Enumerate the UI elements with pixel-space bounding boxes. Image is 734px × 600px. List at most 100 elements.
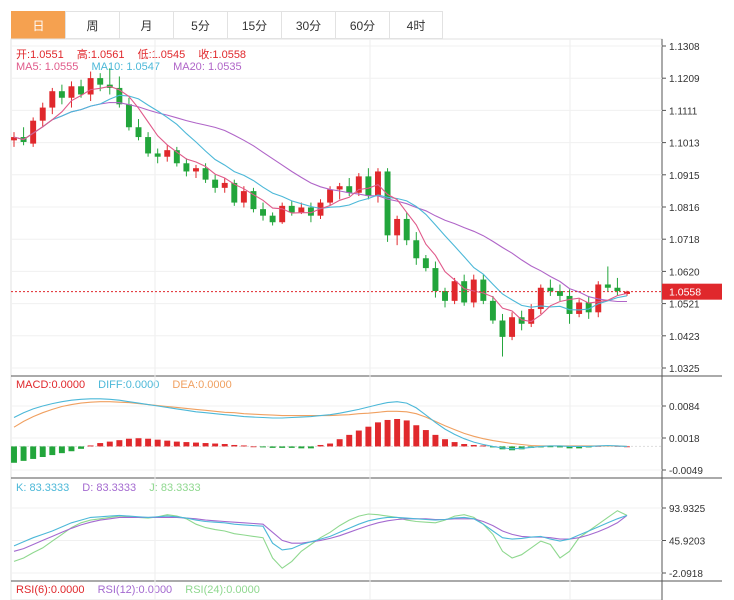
tab-5[interactable]: 30分: [281, 11, 335, 39]
candle: [576, 299, 583, 318]
tab-6[interactable]: 60分: [335, 11, 389, 39]
open-value: 1.0551: [30, 49, 64, 61]
candle: [556, 284, 563, 301]
ma10-label: MA10: [91, 61, 121, 73]
candle: [145, 132, 152, 157]
k-value: 83.3333: [29, 482, 70, 494]
candle: [413, 232, 420, 265]
candle-body: [394, 218, 401, 236]
d-line: [13, 514, 628, 552]
candle: [279, 202, 286, 224]
tab-7[interactable]: 4时: [389, 11, 443, 39]
tab-0[interactable]: 日: [11, 11, 65, 39]
ma5-line: [13, 85, 628, 323]
last-price-tag: [662, 283, 722, 300]
candle-body: [260, 209, 267, 216]
candle: [260, 202, 267, 221]
macd-bar: [231, 444, 238, 447]
low-label: 低: [137, 49, 149, 61]
candle: [164, 145, 171, 162]
macd-bar: [58, 446, 65, 454]
candle-body: [164, 150, 171, 157]
macd-bar: [279, 446, 286, 448]
macd-bar: [346, 434, 353, 447]
macd-bar: [202, 443, 209, 447]
tab-2[interactable]: 月: [119, 11, 173, 39]
candle: [614, 277, 621, 296]
macd-bar: [422, 430, 429, 447]
macd-bar: [566, 446, 573, 449]
price-tick-label: 1.1013: [669, 139, 700, 150]
candle: [499, 313, 506, 357]
candle-body: [480, 279, 487, 301]
candle-body: [97, 78, 104, 85]
macd-bar: [432, 434, 439, 447]
candle-body: [39, 107, 46, 121]
macd-bar: [78, 446, 85, 449]
candle: [461, 274, 468, 306]
diff-label: DIFF: [98, 379, 123, 391]
candle-body: [374, 171, 381, 197]
macd-tick-label: 0.0018: [669, 434, 700, 445]
candle-body: [183, 163, 190, 172]
candle-body: [30, 120, 37, 144]
price-tick-label: 1.0325: [669, 364, 700, 375]
macd-bar: [39, 446, 46, 458]
rsi12-label: RSI(12): [97, 584, 136, 596]
candle: [125, 97, 132, 131]
macd-bar: [576, 446, 583, 449]
candle-body: [451, 281, 458, 301]
tab-1[interactable]: 周: [65, 11, 119, 39]
macd-bar: [11, 446, 17, 463]
candle-body: [556, 291, 563, 296]
candle: [240, 186, 247, 208]
candle-body: [78, 86, 85, 95]
ohlc-info: 开:1.0551 高:1.0561 低:1.0545 收:1.0558: [16, 49, 247, 61]
macd-tick-label: -0.0049: [669, 466, 703, 477]
macd-bar: [442, 439, 448, 447]
candle: [480, 274, 487, 305]
rsi6-label: RSI(6): [16, 584, 48, 596]
candle: [173, 146, 180, 167]
candle: [566, 289, 573, 324]
candle: [604, 266, 611, 292]
candle-body: [11, 137, 17, 141]
dea-value: 0.0000: [198, 379, 232, 391]
candle: [183, 158, 190, 177]
kdj-tick-label: -2.0918: [669, 569, 703, 580]
ma20-line: [13, 101, 627, 303]
timeframe-tabs: 日周月 5分 15分 30分 60分 4时: [11, 11, 443, 39]
ma20-label: MA20: [173, 61, 202, 73]
macd-bar: [145, 438, 152, 447]
high-label: 高: [76, 49, 88, 61]
candle-body: [327, 189, 334, 203]
macd-bar: [240, 445, 247, 447]
candle-body: [566, 295, 573, 314]
macd-bar: [116, 440, 123, 447]
candle: [442, 287, 448, 308]
candle-body: [585, 302, 592, 313]
candle: [585, 295, 592, 319]
candle: [68, 81, 75, 108]
macd-bar: [336, 439, 343, 447]
kdj-info: K: 83.3333 D: 83.3333 J: 83.3333: [16, 482, 201, 494]
macd-bar: [212, 443, 219, 447]
macd-bar: [68, 446, 75, 452]
candle-body: [173, 150, 180, 164]
macd-bar: [624, 446, 630, 448]
candle-body: [269, 215, 276, 223]
candle-body: [413, 240, 420, 259]
tab-3[interactable]: 5分: [173, 11, 227, 39]
macd-bar: [384, 419, 391, 447]
candle-body: [614, 287, 621, 292]
j-label: J: [149, 482, 155, 494]
candle-body: [193, 168, 199, 172]
candle-body: [355, 176, 362, 193]
low-value: 1.0545: [151, 49, 186, 61]
candle-body: [221, 182, 228, 188]
macd-bar: [413, 425, 420, 447]
macd-bar: [317, 444, 324, 447]
candle: [193, 164, 199, 179]
candle-body: [49, 91, 56, 108]
candle-body: [518, 317, 525, 324]
